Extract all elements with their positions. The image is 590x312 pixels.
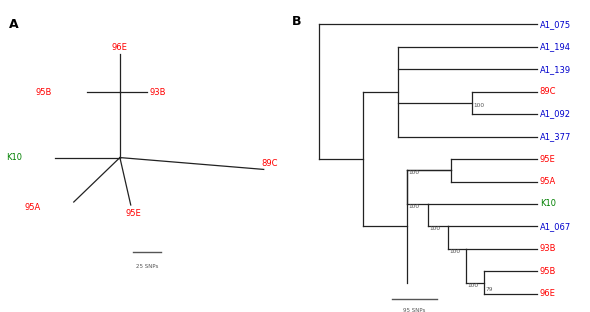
Text: A1_075: A1_075 xyxy=(540,20,571,29)
Text: 100: 100 xyxy=(468,283,478,288)
Text: A1_377: A1_377 xyxy=(540,132,571,141)
Text: 100: 100 xyxy=(473,103,484,108)
Text: 100: 100 xyxy=(450,249,461,254)
Text: 95A: 95A xyxy=(25,203,41,212)
Text: A1_194: A1_194 xyxy=(540,42,571,51)
Text: 100: 100 xyxy=(408,204,419,209)
Text: A1_092: A1_092 xyxy=(540,110,571,119)
Text: 93B: 93B xyxy=(150,88,166,97)
Text: 100: 100 xyxy=(408,170,419,175)
Text: 79: 79 xyxy=(485,287,493,292)
Text: 89C: 89C xyxy=(261,159,277,168)
Text: 95B: 95B xyxy=(540,267,556,276)
Text: K10: K10 xyxy=(540,199,556,208)
Text: B: B xyxy=(292,15,301,28)
Text: 96E: 96E xyxy=(112,43,128,52)
Text: A: A xyxy=(9,18,18,31)
Text: 95B: 95B xyxy=(35,88,52,97)
Text: 25 SNPs: 25 SNPs xyxy=(136,264,158,269)
Text: 95E: 95E xyxy=(125,209,141,218)
Text: A1_139: A1_139 xyxy=(540,65,571,74)
Text: 89C: 89C xyxy=(540,87,556,96)
Text: K10: K10 xyxy=(6,153,22,162)
Text: A1_067: A1_067 xyxy=(540,222,571,231)
Text: 96E: 96E xyxy=(540,290,556,298)
Text: 95 SNPs: 95 SNPs xyxy=(404,308,425,312)
Text: 100: 100 xyxy=(430,227,440,232)
Text: 93B: 93B xyxy=(540,244,556,253)
Text: 95E: 95E xyxy=(540,154,556,163)
Text: 95A: 95A xyxy=(540,177,556,186)
